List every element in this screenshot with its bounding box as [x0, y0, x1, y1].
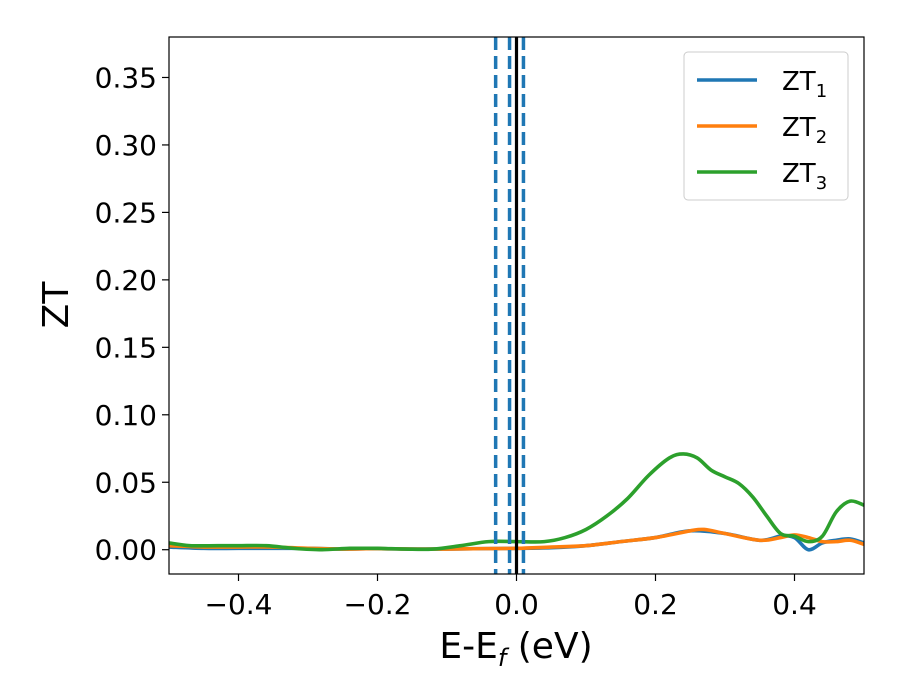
- legend-label-zt1: ZT1: [782, 67, 827, 102]
- x-axis-label-main: E-E: [439, 626, 497, 667]
- x-tick-label: 0.2: [633, 588, 678, 621]
- legend: ZT1 ZT2 ZT3: [683, 51, 849, 201]
- y-tick-label: 0.05: [95, 466, 157, 499]
- x-tick-label: 0.4: [772, 588, 817, 621]
- series-line-zt3: [169, 452, 864, 552]
- legend-label-zt3: ZT3: [782, 159, 827, 194]
- y-tick-label: 0.35: [95, 61, 157, 94]
- y-axis-label: ZT: [36, 281, 77, 329]
- y-tick-label: 0.20: [95, 264, 157, 297]
- y-tick-label: 0.30: [95, 129, 157, 162]
- x-axis-label: E-Ef (eV): [439, 626, 592, 672]
- legend-label-zt2: ZT2: [782, 113, 827, 148]
- y-tick-label: 0.25: [95, 196, 157, 229]
- x-tick-label: −0.4: [205, 588, 273, 621]
- x-tick-label: −0.2: [344, 588, 412, 621]
- y-tick-label: 0.10: [95, 399, 157, 432]
- x-axis-label-unit: (eV): [506, 626, 592, 667]
- y-tick-label: 0.00: [95, 534, 157, 567]
- y-tick-label: 0.15: [95, 331, 157, 364]
- legend-box: [683, 51, 849, 201]
- x-tick-label: 0.0: [494, 588, 539, 621]
